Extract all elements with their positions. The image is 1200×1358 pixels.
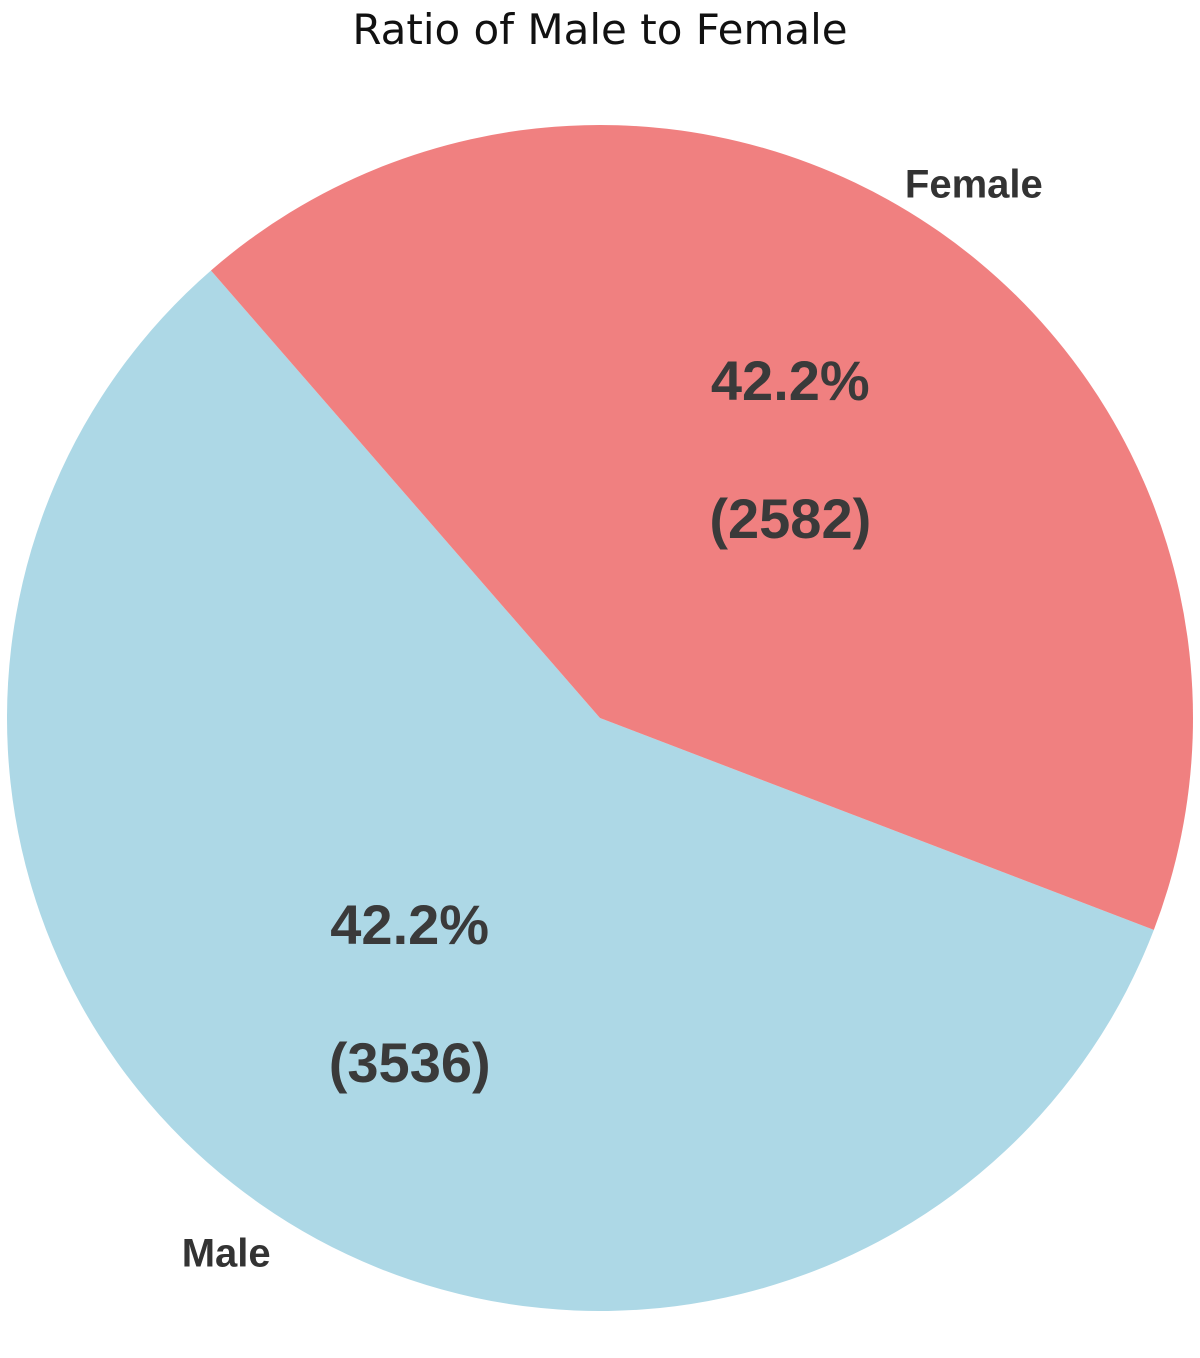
pie-labels: Male 42.2% (3536) Female 42.2% (2582) xyxy=(182,162,1043,1275)
percent-label-male: 42.2% xyxy=(330,893,489,956)
percent-label-female: 42.2% xyxy=(711,349,870,412)
pie-slice-female xyxy=(210,125,1193,930)
pie-slice-male xyxy=(6,270,1154,1312)
chart-title: Ratio of Male to Female xyxy=(352,5,847,54)
pie-slices xyxy=(6,125,1193,1312)
slice-label-male: Male xyxy=(182,1232,271,1276)
slice-label-female: Female xyxy=(905,162,1043,206)
count-label-male: (3536) xyxy=(329,1031,491,1094)
count-label-female: (2582) xyxy=(709,487,871,550)
